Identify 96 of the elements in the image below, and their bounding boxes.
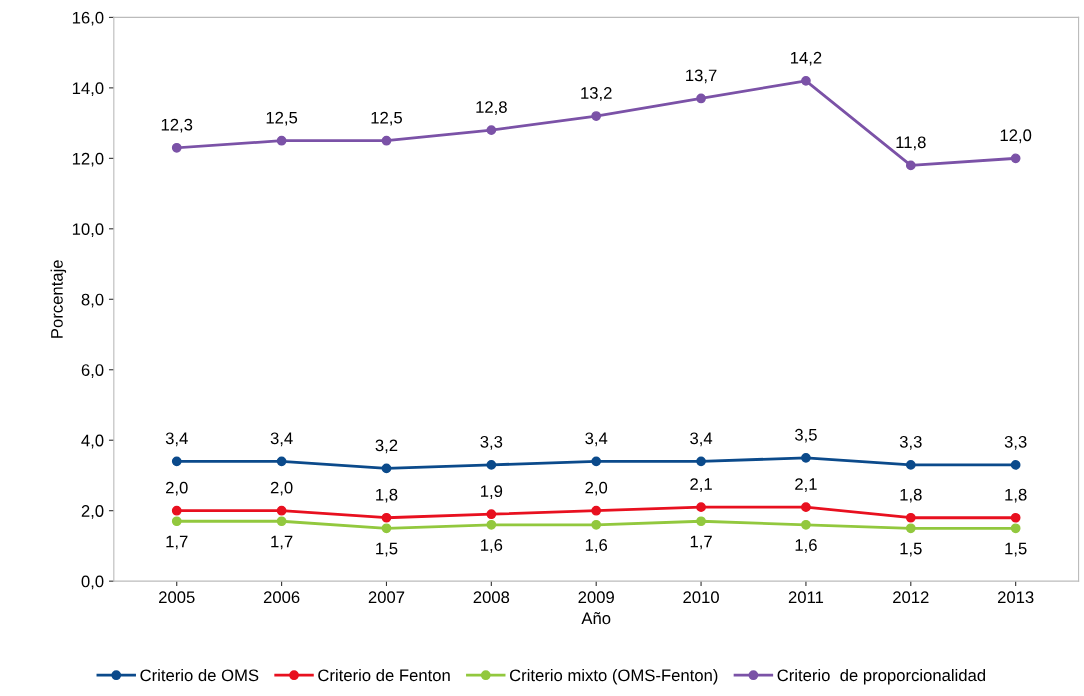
point (696, 456, 706, 467)
point (801, 502, 811, 513)
y-tick-label: 16,0 (72, 11, 104, 26)
data-label: 1,7 (271, 535, 293, 550)
x-tick-label: 2006 (263, 591, 300, 604)
x-axis-title: Año (581, 612, 611, 625)
x-tick-label: 2008 (473, 591, 510, 604)
data-label: 3,4 (165, 432, 188, 447)
data-label: 1,5 (900, 542, 922, 557)
y-tick-label: 4,0 (81, 434, 104, 449)
point (1010, 460, 1021, 470)
point (696, 93, 706, 104)
point (276, 516, 287, 527)
data-label: 1,5 (376, 542, 398, 557)
data-label: 1,8 (1005, 488, 1027, 503)
data-label: 13,7 (686, 69, 717, 84)
point (591, 111, 602, 121)
y-tick-label: 2,0 (81, 505, 104, 519)
point (486, 519, 497, 530)
point (171, 142, 182, 153)
y-tick-label: 8,0 (81, 293, 104, 308)
point (801, 452, 811, 463)
data-label: 3,4 (690, 432, 713, 447)
point (905, 512, 916, 523)
data-label: 3,4 (585, 432, 608, 447)
data-label: 12,3 (161, 118, 193, 133)
point (486, 125, 497, 136)
data-label: 2,1 (690, 478, 712, 492)
point (276, 135, 287, 146)
data-label: 12,5 (371, 111, 402, 126)
y-axis-title: Porcentaje (50, 260, 67, 338)
data-label: 1,6 (795, 539, 817, 553)
data-label: 3,2 (375, 439, 398, 454)
point (696, 502, 706, 513)
y-tick-label: 10,0 (72, 223, 104, 237)
x-tick-label: 2007 (368, 591, 405, 604)
point (486, 460, 497, 470)
x-tick-label: 2012 (893, 591, 929, 604)
point (171, 456, 182, 467)
data-label: 2,0 (165, 481, 188, 496)
data-label: 3,3 (1004, 435, 1027, 450)
point (486, 509, 497, 520)
x-tick-label: 2010 (683, 591, 719, 604)
data-label: 12,8 (476, 101, 507, 115)
data-label: 1,6 (585, 539, 608, 553)
y-tick-label: 14,0 (72, 82, 104, 97)
data-label: 1,7 (166, 535, 188, 550)
data-label: 3,3 (899, 435, 922, 450)
point (905, 523, 916, 534)
y-tick-label: 0,0 (81, 575, 104, 590)
point (905, 160, 916, 171)
data-label: 11,8 (896, 136, 926, 151)
y-tick-label: 12,0 (72, 152, 104, 167)
x-tick-label: 2013 (997, 591, 1034, 604)
point (381, 512, 392, 523)
point (171, 516, 182, 527)
data-label: 3,4 (270, 432, 293, 447)
data-label: 3,5 (794, 428, 817, 443)
data-label: 13,2 (581, 87, 612, 101)
point (696, 516, 706, 527)
point (1010, 512, 1021, 523)
point (381, 463, 392, 474)
point (1010, 153, 1021, 164)
data-label: 2,0 (270, 481, 293, 496)
x-tick-label: 2009 (578, 591, 614, 604)
data-label: 3,3 (480, 435, 503, 450)
point (381, 135, 392, 146)
legend-label: Criterio de Fenton (318, 668, 450, 682)
data-label: 14,2 (790, 51, 822, 66)
point (801, 75, 811, 86)
data-label: 12,0 (1000, 129, 1032, 144)
y-tick-label: 6,0 (81, 364, 104, 378)
data-label: 1,6 (481, 539, 503, 553)
point (276, 456, 287, 467)
point (276, 505, 287, 516)
data-label: 2,1 (795, 478, 817, 492)
legend-label: Criterio de proporcionalidad (777, 668, 986, 685)
data-label: 1,9 (481, 485, 503, 499)
point (1010, 523, 1021, 534)
data-label: 2,0 (585, 481, 608, 496)
point (591, 519, 602, 530)
point (905, 460, 916, 470)
x-tick-label: 2005 (159, 591, 195, 604)
legend-label: Criterio de OMS (140, 668, 259, 682)
data-label: 12,5 (266, 111, 298, 126)
data-label: 1,8 (900, 488, 922, 503)
legend-label: Criterio mixto (OMS-Fenton) (509, 668, 718, 685)
data-label: 1,5 (1005, 542, 1027, 557)
point (801, 519, 811, 530)
point (171, 505, 182, 516)
point (381, 523, 392, 534)
data-label: 1,7 (690, 535, 712, 550)
data-label: 1,8 (376, 488, 398, 503)
point (591, 456, 602, 467)
point (591, 505, 602, 516)
x-tick-label: 2011 (788, 591, 824, 604)
